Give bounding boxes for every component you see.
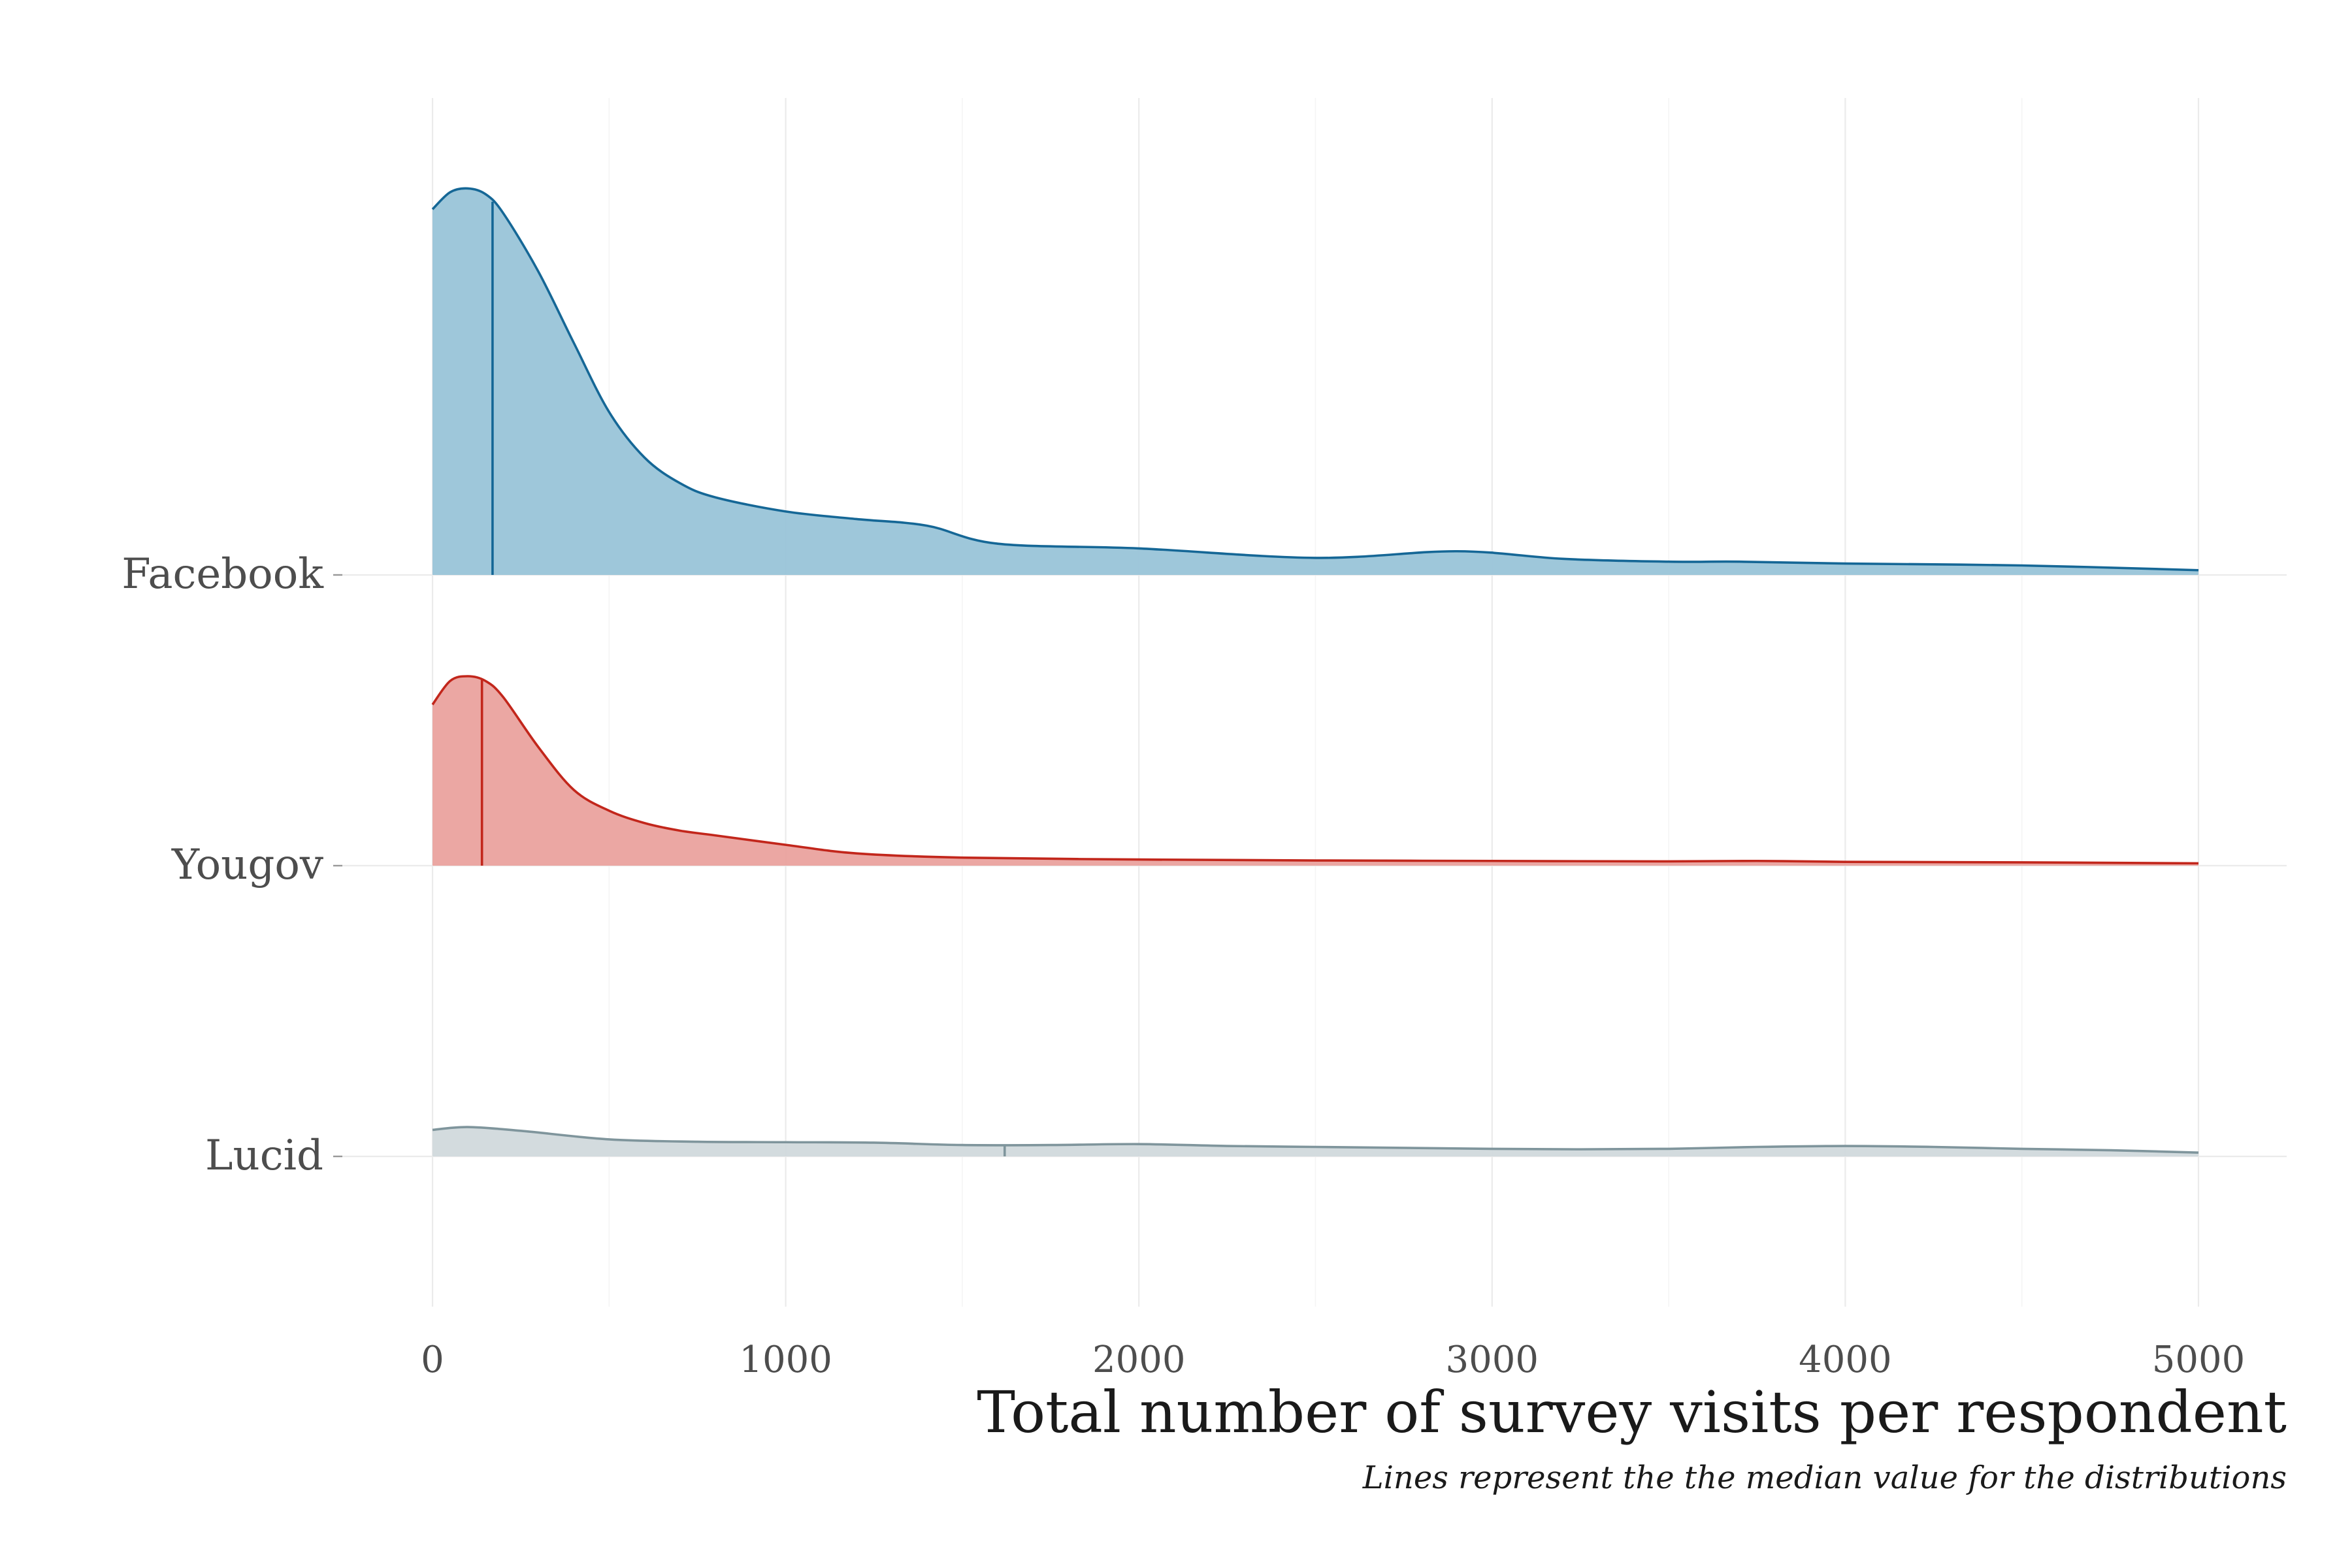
y-category-label-lucid: Lucid (205, 1132, 323, 1180)
x-tick-label: 0 (421, 1339, 444, 1381)
grid (333, 98, 2287, 1307)
density-ridges (431, 187, 2199, 1156)
ridge-outline-yougov (431, 675, 2199, 865)
axes: 0 1000 2000 3000 4000 5000 Lucid Yougov Facebook (122, 550, 2245, 1381)
x-tick-label: 1000 (739, 1339, 832, 1381)
chart-caption: Lines represent the the median value for… (1362, 1460, 2287, 1496)
ridge-fill-lucid (433, 1127, 2198, 1156)
x-tick-label: 3000 (1446, 1339, 1539, 1381)
y-category-label-yougov: Yougov (171, 841, 323, 889)
x-axis-title: Total number of survey visits per respon… (977, 1379, 2287, 1446)
ridge-fill-yougov (433, 676, 2198, 866)
x-tick-label: 2000 (1092, 1339, 1186, 1381)
ridge-outline-lucid (432, 1126, 2199, 1154)
x-tick-label: 4000 (1799, 1339, 1892, 1381)
ridge-fill-facebook (433, 188, 2198, 575)
x-tick-label: 5000 (2152, 1339, 2246, 1381)
ridge-outline-facebook (431, 187, 2199, 572)
y-category-label-facebook: Facebook (122, 550, 324, 598)
